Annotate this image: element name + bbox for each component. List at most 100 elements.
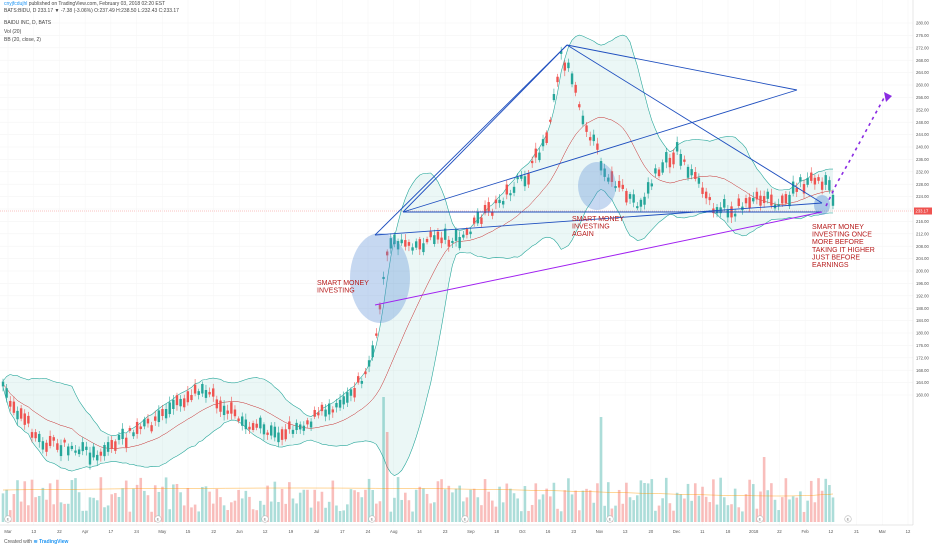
volume-bar	[632, 500, 635, 522]
volume-bar	[806, 500, 809, 522]
candle-body	[16, 410, 19, 420]
tradingview-logo[interactable]: ≋ TradingView	[33, 539, 69, 545]
candle-body	[520, 174, 523, 179]
tradingview-brand: TradingView	[39, 539, 69, 545]
candle-body	[197, 391, 200, 395]
volume-bar	[559, 511, 563, 522]
volume-bar	[509, 488, 512, 522]
earnings-marker-label: E	[157, 517, 160, 522]
volume-bar	[288, 482, 291, 522]
candle-body	[349, 389, 353, 396]
volume-bar	[230, 502, 233, 522]
volume-bar	[306, 489, 309, 522]
time-tick-label: 22	[777, 529, 782, 534]
candle-body	[414, 241, 418, 248]
volume-bar	[491, 500, 494, 522]
price-tick-label: 184.00	[916, 318, 929, 323]
last-price-label: 233.17	[916, 209, 929, 214]
volume-bar	[164, 477, 168, 522]
candle-body	[400, 239, 403, 244]
candle-body	[385, 251, 389, 256]
candle-body	[697, 177, 701, 184]
volume-bar	[527, 510, 530, 522]
candle-body	[135, 421, 139, 434]
volume-bar	[773, 499, 777, 522]
grid-lines	[0, 22, 913, 396]
bollinger-indicator-label[interactable]: BB (20, close, 2)	[4, 37, 41, 43]
price-tick-label: 244.00	[916, 132, 929, 137]
lower-band	[2, 188, 833, 477]
volume-bar	[519, 511, 523, 522]
volume-bar	[37, 495, 41, 522]
candle-body	[781, 195, 784, 204]
candle-body	[487, 202, 490, 212]
candle-body	[824, 175, 827, 185]
candle-body	[172, 399, 175, 409]
volume-bar	[788, 499, 791, 522]
volume-bar	[27, 505, 30, 522]
time-tick-label: 13	[31, 529, 36, 534]
candle-body	[23, 413, 26, 425]
price-axis[interactable]: 280.00 276.00 272.00 268.00 264.00 260.00 256.…	[912, 0, 932, 525]
volume-bar	[338, 511, 342, 522]
candle-body	[237, 418, 240, 422]
volume-bar	[23, 481, 27, 522]
highlight-ellipse-2	[578, 162, 616, 210]
candle-body	[27, 415, 30, 424]
volume-bar	[132, 488, 135, 522]
candle-body	[389, 238, 393, 249]
volume-bar	[433, 502, 436, 522]
volume-bar	[356, 492, 360, 522]
candle-body	[545, 132, 548, 143]
candle-body	[9, 400, 12, 407]
candle-body	[411, 247, 414, 251]
volume-bar	[382, 397, 385, 522]
volume-bar	[186, 488, 190, 522]
volume-bar	[483, 479, 487, 522]
volume-bar	[748, 479, 751, 522]
volume-bar	[719, 477, 722, 522]
candle-body	[161, 409, 164, 416]
candle-body	[81, 442, 84, 452]
candle-body	[723, 198, 726, 208]
candle-body	[204, 390, 208, 398]
trend-line-c	[566, 44, 823, 204]
candle-body	[219, 400, 222, 412]
candle-body	[12, 401, 16, 413]
volume-bar	[12, 494, 16, 522]
earnings-marker-label: E	[759, 517, 762, 522]
time-tick-label: 22	[57, 529, 62, 534]
volume-bar	[606, 482, 610, 522]
time-tick-label: 17	[340, 529, 345, 534]
candle-body	[813, 177, 817, 185]
volume-bar	[654, 510, 657, 522]
time-axis[interactable]: Mar 13 22 Apr 17 24 May 15 22 Jun 12 19 Jul 17 24 Aug 14…	[0, 524, 913, 534]
price-tick-label: 196.00	[916, 281, 929, 286]
volume-bar	[614, 505, 617, 522]
candle-body	[52, 437, 55, 441]
candle-body	[193, 384, 197, 394]
candle-body	[360, 380, 364, 384]
candle-body	[596, 143, 599, 150]
volume-bar	[697, 495, 701, 522]
price-tick-label: 176.00	[916, 343, 929, 348]
volume-bar	[375, 503, 378, 522]
trend-line-d	[566, 44, 798, 91]
candle-body	[121, 428, 124, 440]
volume-bars	[1, 397, 835, 522]
candle-body	[183, 398, 186, 408]
candle-body	[559, 51, 563, 54]
earnings-marker	[756, 515, 764, 523]
price-tick-label: 280.00	[916, 21, 929, 26]
candle-body	[143, 419, 146, 427]
volume-bar	[197, 511, 201, 522]
candle-body	[820, 181, 824, 190]
trend-line-b	[402, 44, 568, 213]
volume-indicator-label[interactable]: Vol (20)	[4, 29, 22, 35]
candle-body	[570, 73, 574, 85]
volume-bar	[795, 497, 799, 522]
volume-bar	[389, 511, 393, 522]
volume-bar	[364, 489, 367, 522]
author-link[interactable]: cnyjfcdujhl	[4, 1, 28, 7]
